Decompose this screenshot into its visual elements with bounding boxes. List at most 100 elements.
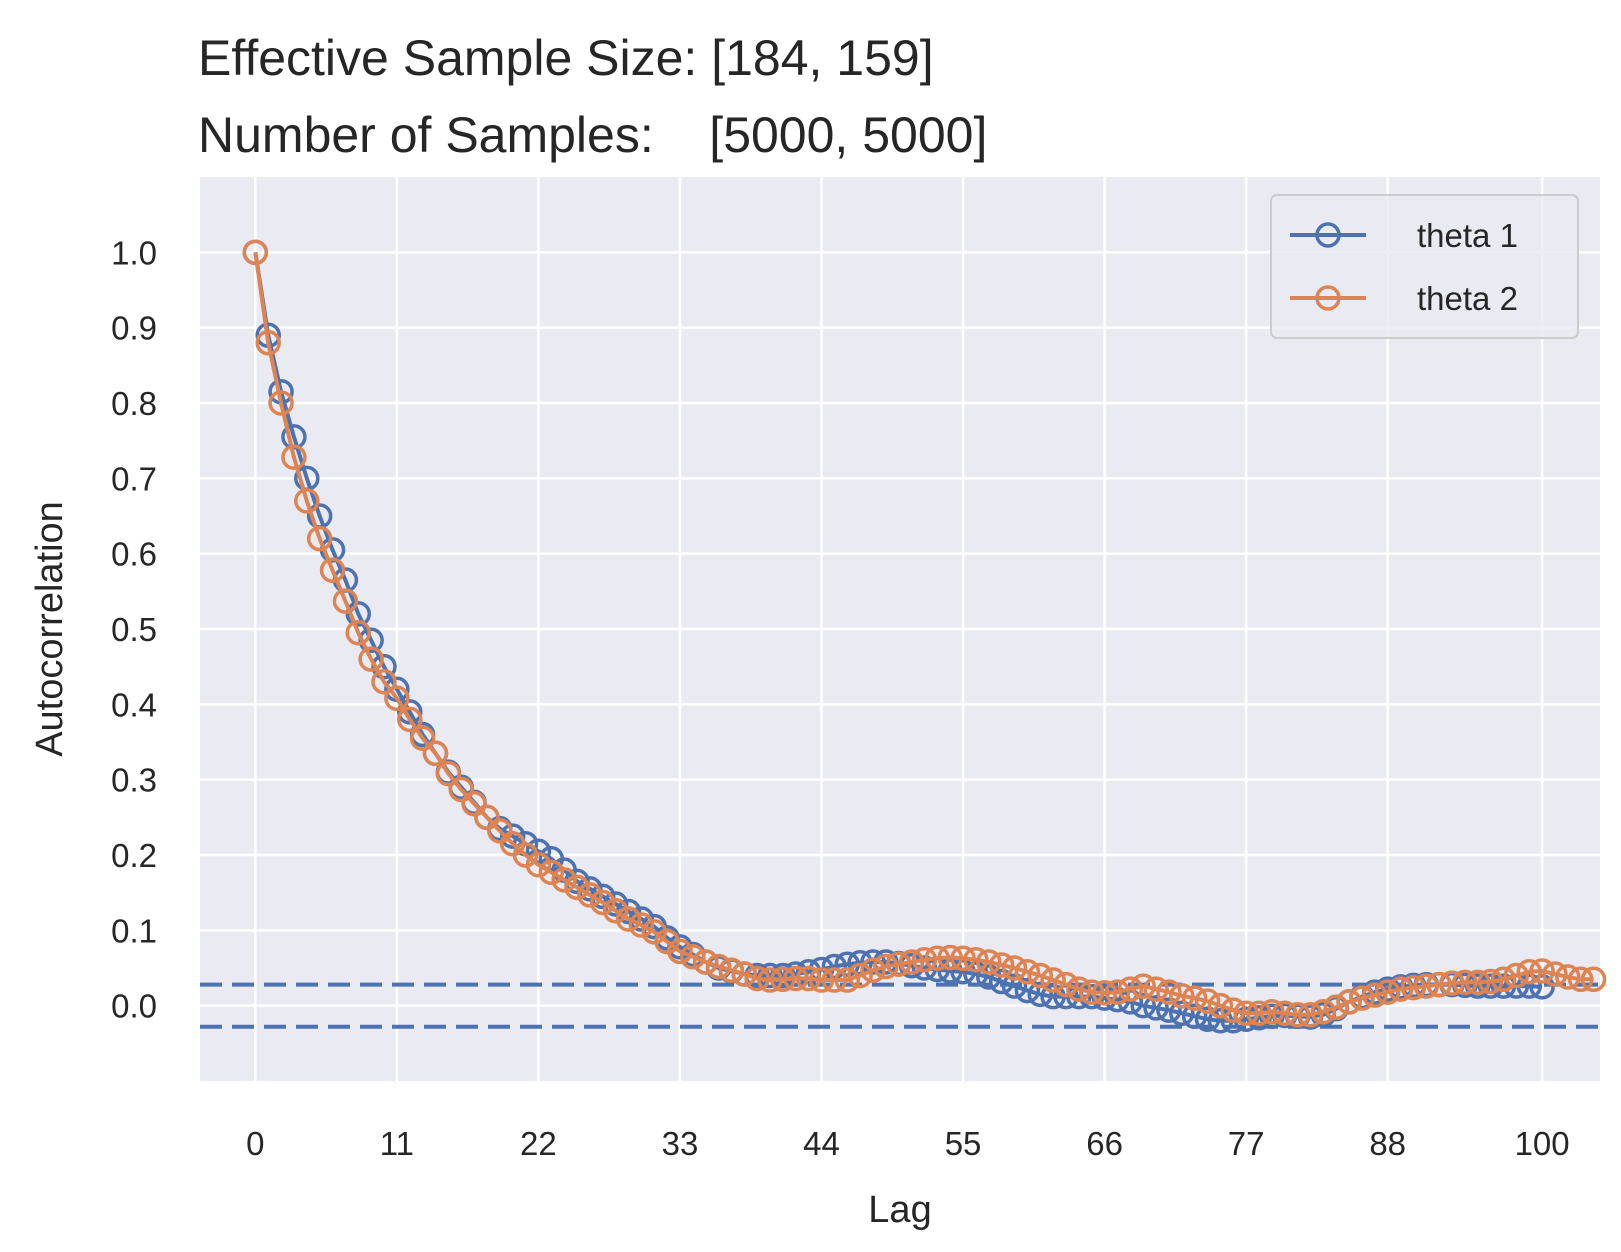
data-point (1040, 967, 1066, 993)
data-point (821, 967, 848, 993)
data-point (1542, 961, 1568, 987)
data-point (692, 949, 719, 975)
data-point (1297, 1001, 1324, 1028)
data-point (615, 906, 642, 932)
data-point (1452, 969, 1478, 996)
data-point (1284, 1001, 1311, 1028)
data-point (731, 961, 758, 987)
data-point (487, 818, 513, 844)
data-point (371, 668, 397, 695)
data-point (1387, 976, 1414, 1002)
data-point (1130, 973, 1156, 999)
data-point (1413, 973, 1440, 999)
legend-label-theta-2: theta 2 (1417, 280, 1518, 317)
data-point (1091, 980, 1118, 1006)
data-point (963, 946, 989, 973)
data-point (319, 557, 346, 583)
data-point (1374, 979, 1401, 1005)
data-point (1053, 971, 1079, 998)
data-point (988, 968, 1015, 995)
data-point (1516, 959, 1542, 985)
data-point (1078, 979, 1105, 1005)
legend-label-theta-1: theta 1 (1417, 217, 1518, 254)
series-theta-2 (242, 239, 1607, 1028)
data-point (1426, 971, 1452, 998)
data-point (988, 952, 1015, 978)
x-tick-label: 33 (662, 1125, 699, 1162)
data-point (577, 882, 603, 908)
legend: theta 1 theta 2 (1270, 194, 1579, 339)
y-tick-label: 1.0 (111, 234, 157, 271)
data-point (1477, 968, 1504, 995)
data-point (937, 944, 963, 971)
data-point (1310, 998, 1337, 1025)
y-tick-label: 0.3 (111, 762, 157, 799)
data-point (1181, 1003, 1208, 1029)
y-tick-label: 0.2 (111, 837, 157, 874)
chart-title-line-1: Effective Sample Size: [184, 159] (198, 30, 934, 86)
data-point (1156, 979, 1182, 1005)
data-point (1066, 976, 1092, 1002)
data-point (396, 706, 423, 733)
data-point (1323, 994, 1349, 1020)
data-point (525, 852, 552, 878)
x-tick-label: 100 (1515, 1125, 1570, 1162)
data-point (783, 965, 809, 992)
data-point (1181, 985, 1208, 1011)
x-tick-label: 77 (1228, 1125, 1265, 1162)
data-point (1503, 962, 1530, 989)
data-point (384, 685, 410, 712)
y-tick-labels: 0.0 0.1 0.2 0.3 0.4 0.5 0.6 0.7 0.8 0.9 1.0 (111, 234, 157, 1024)
data-point (1439, 970, 1465, 996)
data-point (551, 867, 577, 893)
data-point (1529, 974, 1555, 1000)
data-point (718, 957, 745, 984)
data-point (602, 897, 629, 924)
data-point (1400, 974, 1427, 1001)
data-point (1143, 995, 1169, 1021)
data-point (1271, 1000, 1298, 1026)
y-tick-label: 0.8 (111, 385, 157, 422)
data-point (461, 791, 487, 817)
data-point (345, 620, 372, 646)
data-point (976, 949, 1002, 975)
data-point (255, 329, 281, 356)
data-point (1014, 977, 1041, 1004)
data-point (1169, 1000, 1195, 1026)
data-point (590, 889, 616, 916)
data-point (770, 966, 796, 993)
data-point (873, 953, 899, 980)
data-point (345, 601, 372, 627)
data-point (1259, 998, 1285, 1025)
data-point (1465, 969, 1491, 996)
data-point (1555, 964, 1581, 990)
x-tick-label: 88 (1369, 1125, 1406, 1162)
data-point (885, 951, 912, 977)
data-point (1490, 966, 1517, 993)
data-point (422, 740, 449, 767)
data-point (860, 957, 886, 984)
data-point (705, 953, 732, 980)
data-point (281, 444, 307, 470)
data-point (294, 488, 320, 514)
data-point (847, 962, 873, 989)
chart-title-line-2: Number of Samples: [5000, 5000] (198, 107, 987, 163)
data-point (499, 823, 526, 849)
data-point (628, 912, 655, 938)
grid-lines (200, 177, 1600, 1081)
data-point (474, 804, 500, 831)
data-point (834, 967, 860, 993)
y-tick-label: 0.1 (111, 912, 157, 949)
series-layer (242, 239, 1607, 1034)
y-tick-label: 0.4 (111, 686, 157, 723)
legend-marker-theta-1 (1315, 222, 1341, 248)
data-point (1001, 955, 1028, 981)
data-point (538, 859, 565, 886)
data-point (306, 525, 333, 552)
data-point (950, 945, 976, 971)
data-point (1529, 958, 1555, 984)
data-point (1246, 1000, 1272, 1026)
data-point (1194, 1006, 1221, 1032)
data-point (1349, 985, 1375, 1011)
data-point (1580, 966, 1607, 993)
